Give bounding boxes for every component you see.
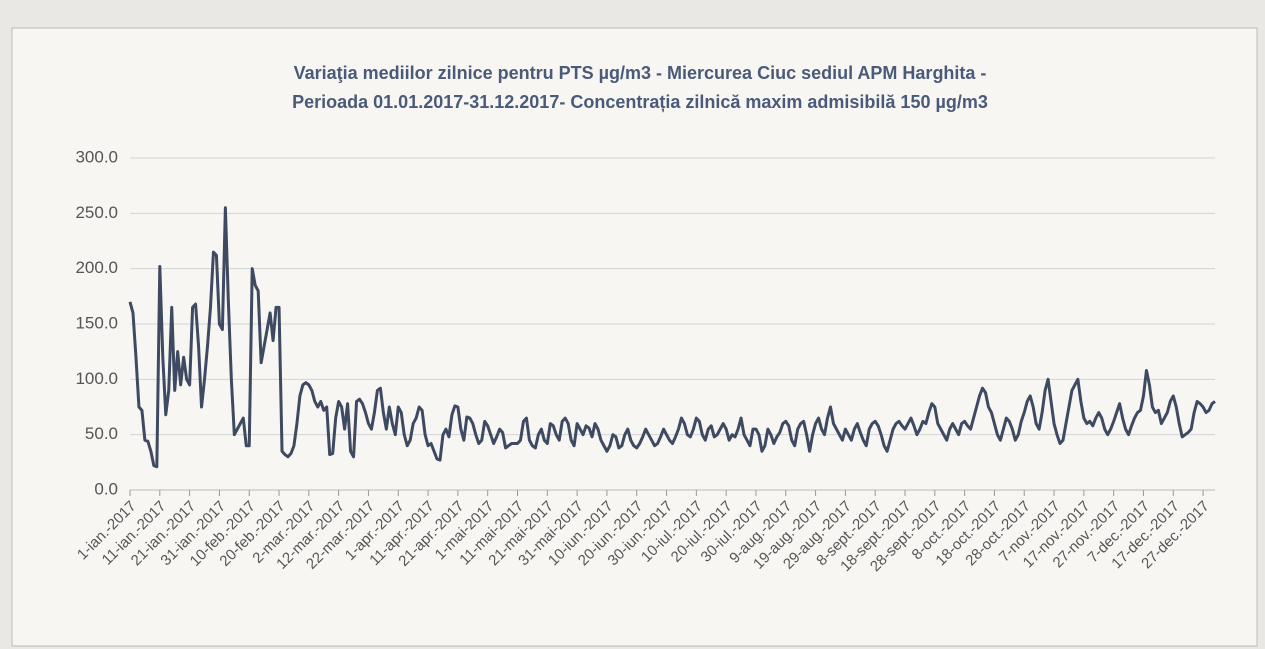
chart-frame	[11, 27, 1258, 647]
y-tick-label: 150.0	[75, 313, 118, 332]
chart-title: Variaţia mediilor zilnice pentru PTS µg/…	[294, 63, 987, 83]
y-tick-label: 200.0	[75, 258, 118, 277]
y-tick-label: 50.0	[85, 424, 118, 443]
y-tick-label: 100.0	[75, 369, 118, 388]
y-tick-label: 250.0	[75, 203, 118, 222]
data-line	[128, 206, 1216, 469]
y-tick-label: 300.0	[75, 147, 118, 166]
chart-title: Perioada 01.01.2017-31.12.2017- Concentr…	[292, 92, 988, 112]
y-tick-label: 0.0	[94, 479, 118, 498]
